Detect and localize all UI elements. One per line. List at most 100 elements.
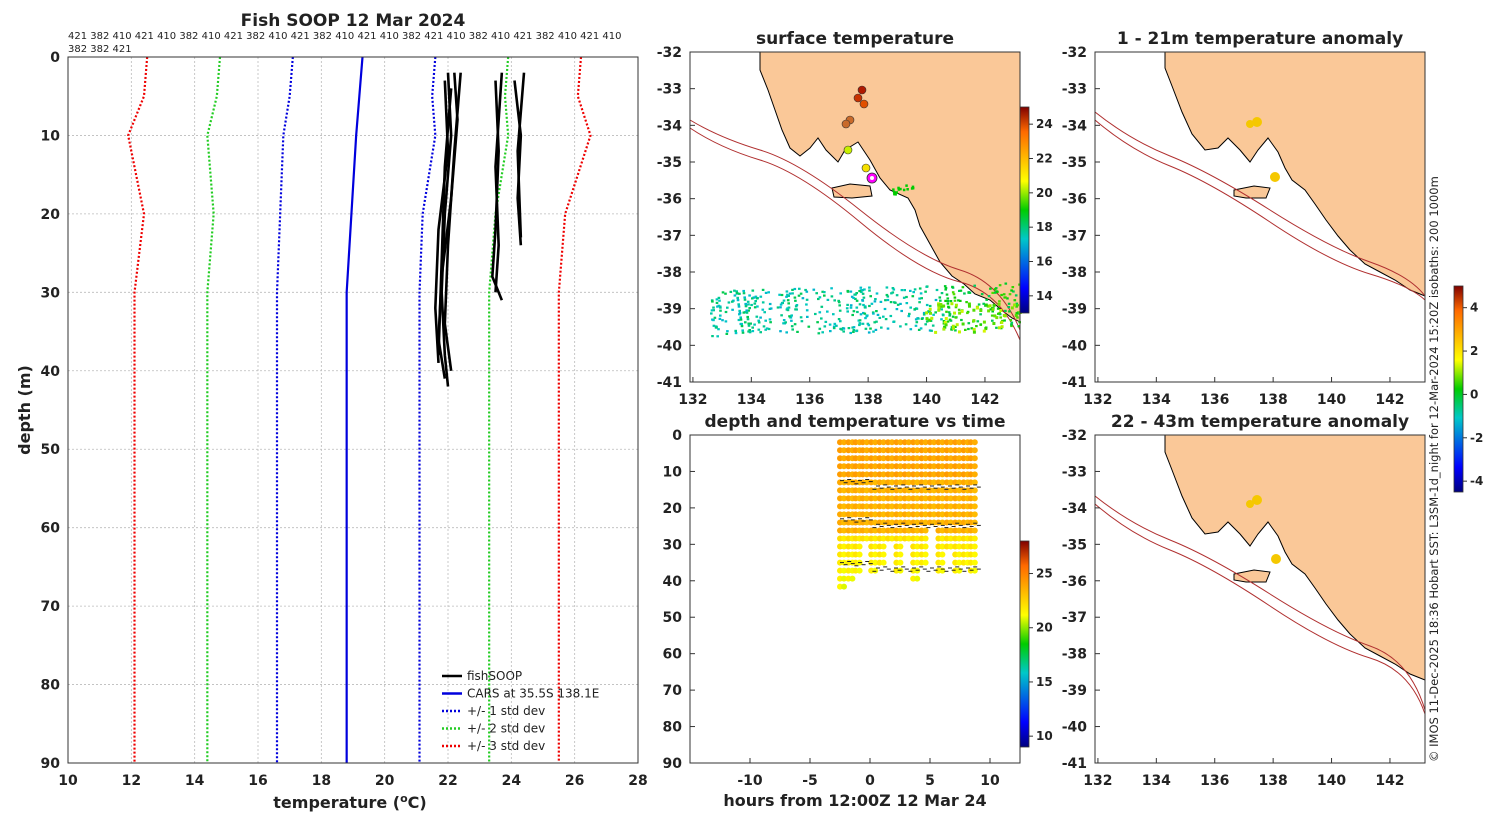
surface-map-sst-cell [919, 327, 923, 330]
surface-map-sst-cell [882, 315, 885, 318]
time-dive-points [837, 439, 981, 590]
time-dive-point [889, 527, 895, 534]
time-dive-point [914, 487, 921, 494]
surface-map-sst-cell [970, 327, 974, 330]
surface-map-sst-cell [851, 313, 854, 317]
surface-map-sst-cell [999, 316, 1002, 319]
time-ytick-label: 40 [663, 574, 683, 590]
surface-map-sst-cell [972, 330, 976, 334]
time-dive-point [939, 447, 946, 454]
surface-map-sst-cell [895, 308, 899, 311]
surface-map-sst-cell [942, 327, 946, 331]
surface-map-sst-cell [943, 325, 946, 328]
time-dive-point [956, 503, 963, 510]
surface-map-sst-cell [823, 325, 827, 328]
surface-map-sst-cell [931, 324, 935, 327]
surface-map-ytick-label: -40 [657, 338, 683, 354]
surface-map-sst-cell [862, 311, 865, 315]
surface-map-sst-cell [779, 330, 782, 333]
time-dive-point [939, 455, 946, 462]
time-dive-point [914, 543, 921, 550]
surface-map-isobath-1000 [689, 127, 1021, 341]
time-dive-point [863, 535, 870, 542]
surface-map-sst-cell [951, 315, 955, 318]
time-dive-point [841, 463, 847, 470]
surface-map-sst-cell [713, 316, 717, 319]
time-dive-point [939, 503, 946, 510]
surface-map-sst-cell [741, 329, 744, 332]
surface-map-sst-cell [954, 325, 957, 328]
surface-map-sst-cell [788, 315, 791, 318]
anomaly-shallow-ytick-label: -33 [1062, 82, 1087, 98]
surface-map-panel: surface temperature 132 134 136 138 140 142 -3… [657, 29, 1053, 408]
profile-fishsoop-line [516, 72, 526, 238]
surface-map-sst-cell [837, 301, 841, 304]
surface-map-sst-cell [913, 288, 917, 291]
anomaly-colorbar-ticks: 4 2 0 -2 -4 [1463, 301, 1483, 488]
time-dive-point [897, 471, 904, 478]
surface-map-sst-cell [924, 323, 927, 326]
surface-map-sst-cell [736, 296, 739, 299]
profile-xtick-label: 20 [375, 773, 395, 789]
surface-map-sst-cell [786, 293, 789, 296]
time-dive-point [939, 471, 946, 478]
surface-map-sst-cell [858, 323, 861, 327]
anomaly-deep-frame [1094, 434, 1426, 764]
surface-map-sst-cell [715, 301, 719, 304]
surface-map-sst-cell [952, 326, 955, 330]
surface-map-sst-cell [846, 289, 850, 293]
surface-map-sst-cell [905, 184, 908, 187]
surface-map-sst-cell [899, 325, 902, 328]
surface-map-sst-cell [964, 328, 967, 331]
surface-map-sst-cell [876, 313, 880, 316]
time-dive-point [889, 455, 895, 462]
surface-map-sst-cell [897, 188, 901, 191]
surface-map-sst-cell [778, 293, 781, 296]
surface-map-sst-cell [859, 289, 863, 292]
surface-map-sst-cell [838, 304, 841, 307]
surface-map-sst-cell [872, 312, 875, 315]
time-dive-point [897, 455, 904, 462]
anomaly-shallow-xtick-label: 134 [1142, 392, 1171, 408]
surface-map-sst-cell [990, 314, 994, 317]
profile-top-labels-1: 421 382 410 421 410 382 410 421 382 410 … [68, 31, 621, 42]
surface-map-sst-cell [786, 299, 790, 302]
time-dive-point [872, 567, 879, 574]
time-dive-point [905, 471, 912, 478]
time-ytick-label: 10 [663, 464, 683, 480]
time-colorbar-tick-label: 15 [1036, 675, 1053, 689]
surface-map-sst-cell [979, 309, 983, 312]
surface-map-sst-cell [900, 309, 903, 313]
surface-map-sst-cell [799, 316, 803, 319]
surface-map-sst-cell [1006, 297, 1009, 300]
surface-map-sst-cell [823, 294, 826, 297]
surface-map-sst-cell [751, 289, 755, 292]
surface-map-profile-points [841, 85, 878, 184]
surface-map-sst-cell [725, 332, 729, 335]
surface-map-sst-cell [982, 302, 985, 305]
anomaly-shallow-xtick-label: 136 [1200, 392, 1229, 408]
surface-map-sst-cell [884, 299, 887, 302]
surface-map-sst-cell [855, 292, 858, 295]
surface-colorbar [1019, 106, 1030, 314]
profile-ytick-label: 90 [41, 756, 61, 772]
surface-map-sst-cell [884, 318, 888, 321]
surface-map-sst-cell [991, 291, 994, 294]
surface-map-sst-cell [869, 295, 872, 298]
surface-map-sst-cell [951, 291, 955, 294]
surface-map-sst-cell [868, 286, 871, 289]
surface-map-ytick-label: -41 [657, 375, 682, 391]
surface-map-sst-cell [710, 312, 713, 315]
time-dive-point [931, 455, 937, 462]
anomaly-deep-xtick-label: 142 [1375, 773, 1404, 789]
surface-map-current-point-center [870, 176, 874, 180]
anomaly-deep-xtick-label: 136 [1200, 773, 1229, 789]
time-dive-point [947, 455, 954, 462]
surface-map-sst-cell [839, 292, 842, 295]
surface-map-sst-cell [946, 300, 950, 303]
surface-map-sst-cell [735, 292, 739, 295]
surface-map-sst-cell [885, 286, 889, 289]
surface-map-sst-cell [949, 300, 953, 303]
surface-map-sst-cell [940, 308, 943, 311]
time-dive-point [947, 487, 954, 494]
